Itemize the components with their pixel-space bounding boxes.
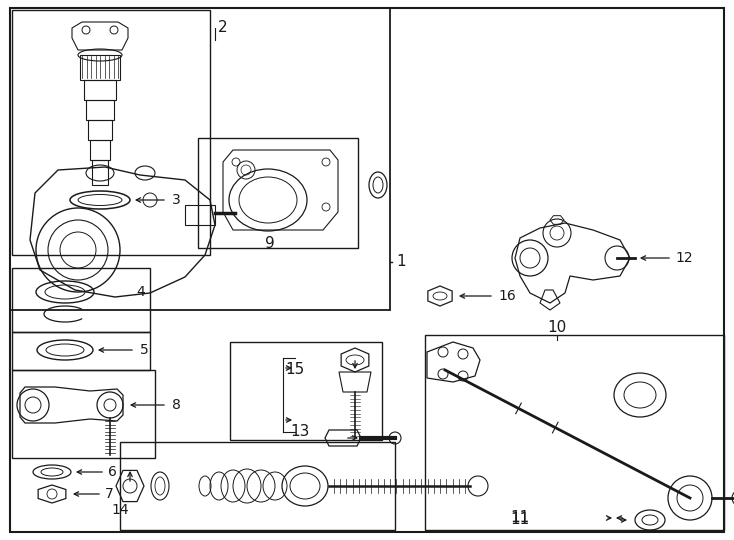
Bar: [12, 268, 150, 332]
Text: 3: 3: [172, 193, 181, 207]
Bar: [12, 332, 150, 370]
Bar: [88, 120, 112, 140]
Bar: [425, 335, 724, 530]
Bar: [10, 8, 390, 310]
Bar: [86, 100, 114, 120]
Text: 15: 15: [285, 362, 305, 377]
Bar: [230, 342, 382, 440]
Bar: [80, 55, 120, 80]
Text: 4: 4: [136, 285, 145, 299]
Text: 8: 8: [172, 398, 181, 412]
Text: 10: 10: [548, 321, 567, 335]
Text: 9: 9: [265, 237, 275, 252]
Bar: [90, 140, 110, 160]
Text: 16: 16: [498, 289, 516, 303]
Text: 5: 5: [140, 343, 149, 357]
Text: 7: 7: [105, 487, 114, 501]
Bar: [12, 370, 155, 458]
Bar: [12, 10, 210, 255]
Text: 2: 2: [218, 21, 228, 36]
Bar: [185, 205, 215, 225]
Bar: [120, 442, 395, 530]
Text: 14: 14: [111, 503, 128, 517]
Text: 6: 6: [108, 465, 117, 479]
Text: 12: 12: [675, 251, 693, 265]
Bar: [92, 160, 108, 185]
Bar: [84, 80, 116, 100]
Text: 1: 1: [396, 254, 406, 269]
Text: 11: 11: [510, 512, 529, 528]
Text: 13: 13: [291, 424, 310, 440]
Text: 11: 11: [511, 510, 530, 525]
Bar: [198, 138, 358, 248]
